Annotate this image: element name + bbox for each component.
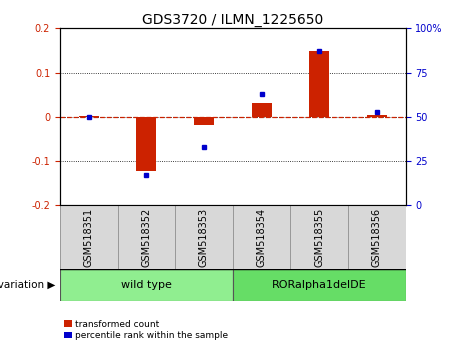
Bar	[175, 205, 233, 269]
Bar	[233, 269, 406, 301]
Text: GSM518354: GSM518354	[257, 207, 266, 267]
Text: genotype/variation ▶: genotype/variation ▶	[0, 280, 55, 290]
Bar	[233, 205, 290, 269]
Text: GSM518353: GSM518353	[199, 207, 209, 267]
Bar	[118, 205, 175, 269]
Bar	[60, 205, 118, 269]
Bar	[194, 117, 214, 125]
Bar	[79, 116, 99, 117]
Text: wild type: wild type	[121, 280, 172, 290]
Bar	[136, 117, 156, 171]
Legend: transformed count, percentile rank within the sample: transformed count, percentile rank withi…	[65, 320, 228, 340]
Bar	[252, 103, 272, 117]
Title: GDS3720 / ILMN_1225650: GDS3720 / ILMN_1225650	[142, 13, 324, 27]
Bar	[290, 205, 348, 269]
Bar	[367, 115, 387, 117]
Text: GSM518352: GSM518352	[142, 207, 151, 267]
Text: RORalpha1delDE: RORalpha1delDE	[272, 280, 366, 290]
Bar	[60, 269, 233, 301]
Bar	[309, 51, 329, 117]
Text: GSM518355: GSM518355	[314, 207, 324, 267]
Bar	[348, 205, 406, 269]
Text: GSM518356: GSM518356	[372, 207, 382, 267]
Text: GSM518351: GSM518351	[84, 207, 94, 267]
